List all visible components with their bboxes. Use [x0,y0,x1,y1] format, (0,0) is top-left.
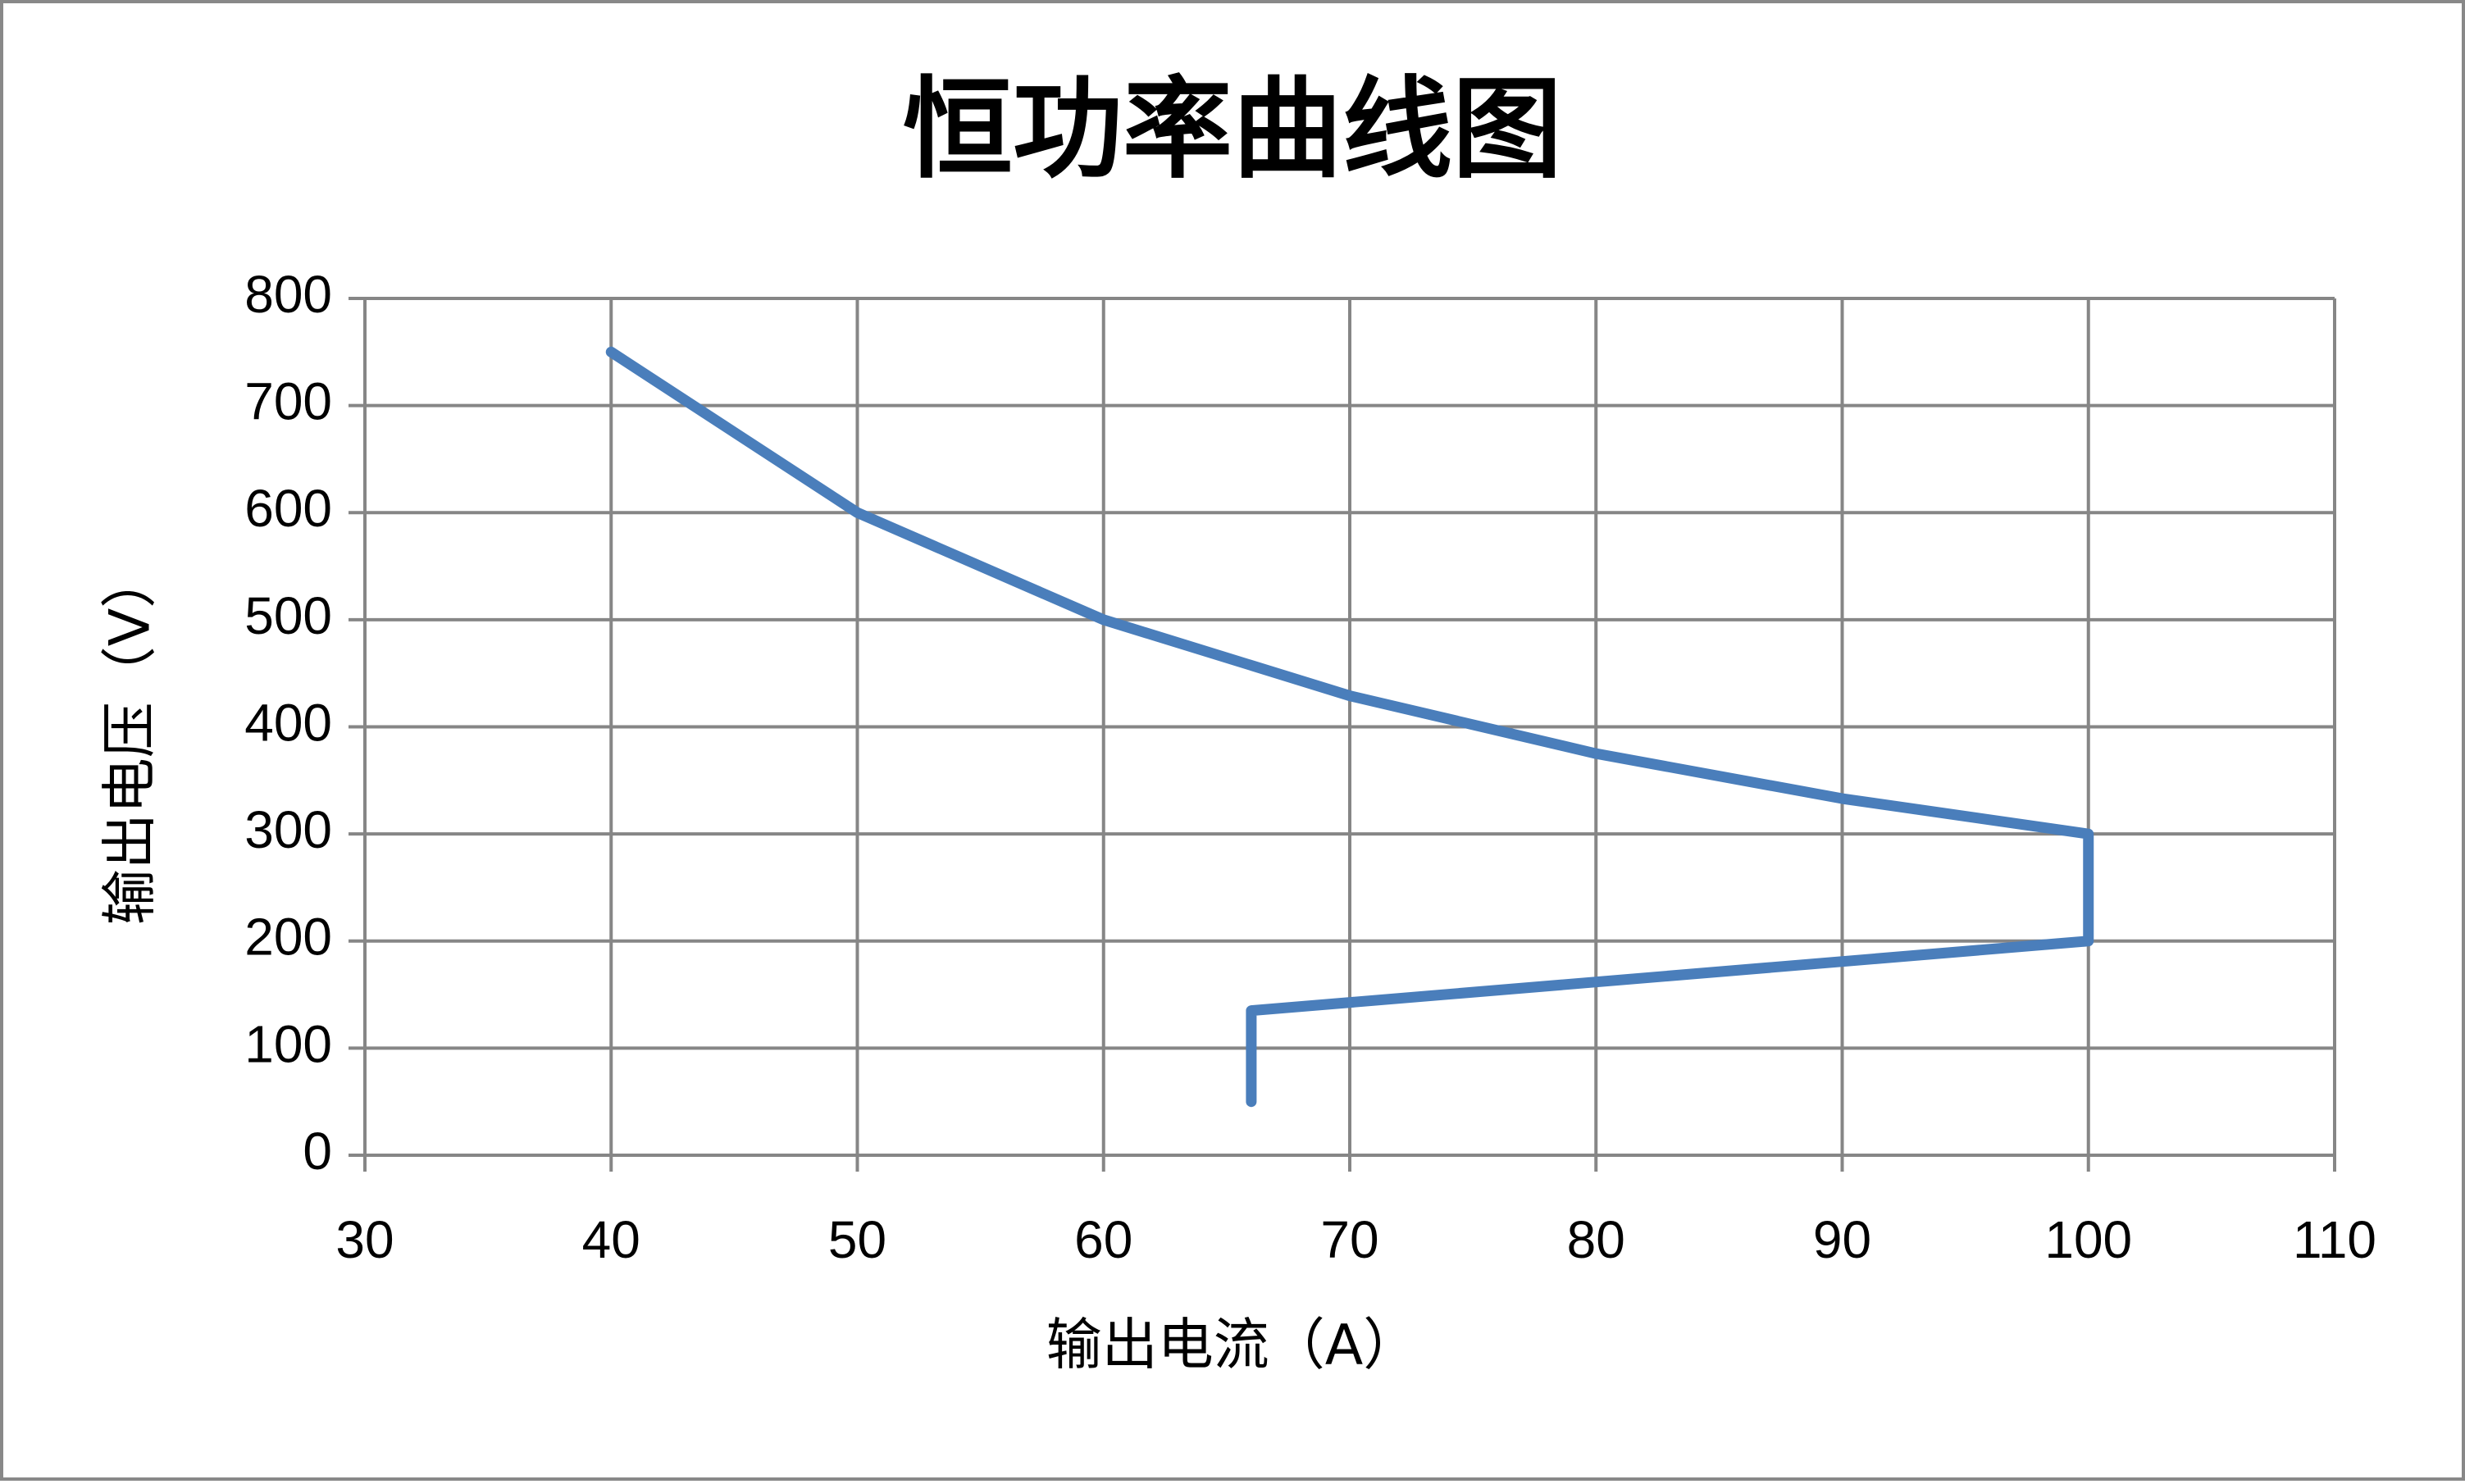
y-tick-label: 400 [244,693,332,752]
y-tick-label: 500 [244,586,332,645]
x-tick-label: 60 [1074,1210,1132,1269]
y-tick-label: 0 [303,1122,332,1181]
x-tick-label: 40 [582,1210,640,1269]
x-tick-label: 90 [1813,1210,1871,1269]
x-axis-label: 输出电流（A） [1046,1313,1419,1378]
y-tick-label: 700 [244,372,332,431]
x-tick-label: 50 [828,1210,886,1269]
y-tick-label: 800 [244,265,332,324]
x-tick-label: 80 [1567,1210,1625,1269]
y-tick-label: 100 [244,1014,332,1073]
x-tick-label: 30 [335,1210,394,1269]
data-line [605,346,2094,1108]
x-tick-label: 110 [2293,1210,2376,1269]
x-tick-label: 100 [2044,1210,2132,1269]
chart-title: 恒功率曲线图 [903,64,1562,193]
x-tick-label: 70 [1320,1210,1378,1269]
y-tick-label: 200 [244,908,332,967]
y-axis-label: 输出电压（V） [98,553,163,926]
y-tick-label: 600 [244,479,332,538]
y-tick-label: 300 [244,800,332,859]
